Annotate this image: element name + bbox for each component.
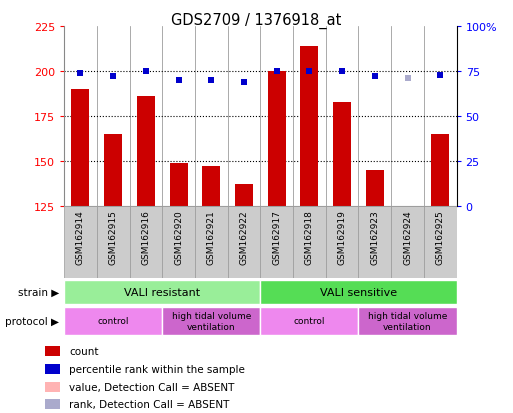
Text: GSM162921: GSM162921 [207, 210, 216, 265]
Bar [293, 206, 326, 279]
Text: GSM162920: GSM162920 [174, 210, 183, 265]
Text: GSM162919: GSM162919 [338, 210, 347, 265]
Bar [97, 206, 130, 279]
Bar [326, 206, 359, 279]
Text: control: control [97, 317, 129, 325]
Text: control: control [293, 317, 325, 325]
Text: value, Detection Call = ABSENT: value, Detection Call = ABSENT [69, 382, 234, 392]
Bar [268, 72, 286, 206]
Text: GSM162922: GSM162922 [240, 210, 248, 265]
Text: count: count [69, 347, 98, 356]
Text: GSM162917: GSM162917 [272, 210, 281, 265]
Text: GSM162925: GSM162925 [436, 210, 445, 265]
Text: GDS2709 / 1376918_at: GDS2709 / 1376918_at [171, 12, 342, 28]
Bar [260, 280, 457, 304]
Text: GSM162924: GSM162924 [403, 210, 412, 265]
Text: GSM162914: GSM162914 [76, 210, 85, 265]
Bar [162, 307, 261, 335]
Text: strain ▶: strain ▶ [18, 287, 59, 297]
Text: percentile rank within the sample: percentile rank within the sample [69, 364, 245, 374]
Bar [424, 206, 457, 279]
Bar [45, 382, 61, 392]
Bar [45, 364, 61, 374]
Bar [129, 206, 162, 279]
Text: GSM162916: GSM162916 [142, 210, 150, 265]
Bar [359, 206, 391, 279]
Bar [202, 167, 220, 206]
Text: high tidal volume
ventilation: high tidal volume ventilation [368, 311, 447, 331]
Text: GSM162915: GSM162915 [109, 210, 117, 265]
Bar [359, 307, 457, 335]
Bar [45, 347, 61, 356]
Text: high tidal volume
ventilation: high tidal volume ventilation [172, 311, 251, 331]
Bar [195, 206, 228, 279]
Bar [260, 307, 359, 335]
Bar [391, 206, 424, 279]
Bar [71, 90, 89, 206]
Bar [137, 97, 155, 206]
Bar [333, 102, 351, 206]
Bar [260, 206, 293, 279]
Bar [235, 185, 253, 206]
Text: GSM162923: GSM162923 [370, 210, 379, 265]
Bar [301, 47, 319, 207]
Bar [431, 135, 449, 206]
Text: GSM162918: GSM162918 [305, 210, 314, 265]
Bar [45, 399, 61, 409]
Text: rank, Detection Call = ABSENT: rank, Detection Call = ABSENT [69, 399, 229, 409]
Bar [64, 206, 97, 279]
Bar [64, 307, 162, 335]
Bar [162, 206, 195, 279]
Bar [104, 135, 122, 206]
Text: VALI sensitive: VALI sensitive [320, 287, 397, 297]
Bar [228, 206, 261, 279]
Bar [64, 280, 260, 304]
Bar [366, 171, 384, 206]
Text: protocol ▶: protocol ▶ [5, 316, 59, 326]
Text: VALI resistant: VALI resistant [124, 287, 200, 297]
Bar [170, 164, 188, 206]
